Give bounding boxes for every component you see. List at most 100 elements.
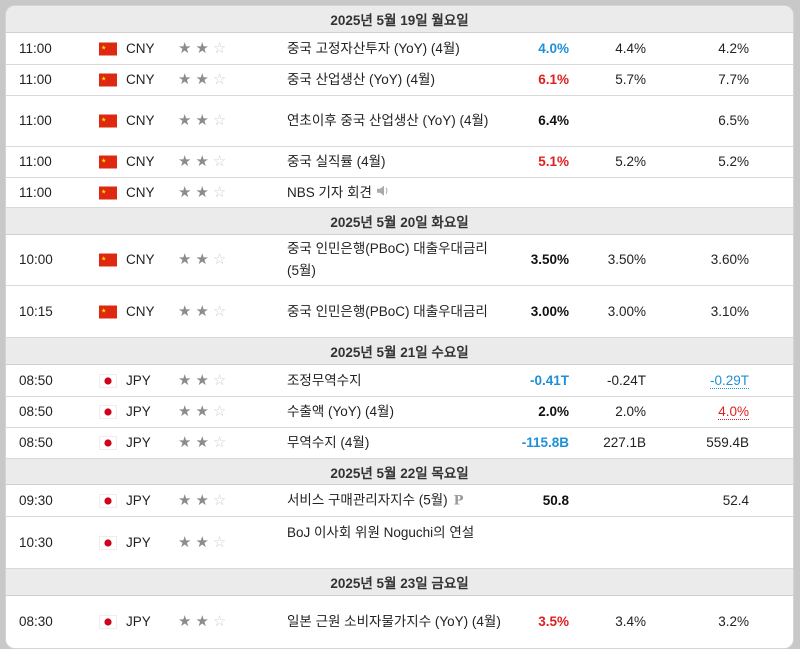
event-row[interactable]: 11:00 ★ CNY ★★☆ 중국 실직률 (4월) 5.1% 5.2% 5.… bbox=[6, 147, 793, 178]
event-forecast: 2.0% bbox=[615, 404, 646, 419]
event-actual: -115.8B bbox=[521, 435, 569, 450]
importance-stars-icon: ★★☆ bbox=[178, 112, 231, 129]
event-title-wrap[interactable]: NBS 기자 회견 bbox=[287, 181, 502, 203]
event-title[interactable]: 일본 근원 소비자물가지수 (YoY) (4월) bbox=[287, 614, 501, 629]
event-title[interactable]: 중국 실직률 (4월) bbox=[287, 154, 386, 169]
event-previous: -0.29T bbox=[666, 370, 749, 392]
event-row[interactable]: 11:00 ★ CNY ★★☆ NBS 기자 회견 bbox=[6, 178, 793, 208]
china-flag-icon: ★ bbox=[99, 253, 117, 267]
event-forecast: 3.4% bbox=[615, 614, 646, 629]
event-row[interactable]: 08:30 JPY ★★☆ 일본 근원 소비자물가지수 (YoY) (4월) 3… bbox=[6, 596, 793, 648]
event-title[interactable]: BoJ 이사회 위원 Noguchi의 연설 bbox=[287, 525, 475, 540]
importance-stars-icon: ★★☆ bbox=[178, 491, 231, 509]
event-time: 10:30 bbox=[19, 534, 53, 550]
event-title[interactable]: 조정무역수지 bbox=[287, 372, 362, 388]
event-title[interactable]: NBS 기자 회견 bbox=[287, 184, 372, 200]
event-time: 11:00 bbox=[19, 40, 52, 56]
event-time: 08:50 bbox=[19, 372, 53, 388]
event-forecast: 5.7% bbox=[615, 72, 646, 87]
event-currency: CNY bbox=[126, 252, 155, 267]
importance-stars-icon: ★★☆ bbox=[178, 613, 231, 630]
event-previous: 4.2% bbox=[718, 40, 749, 56]
svg-text:★: ★ bbox=[101, 188, 106, 195]
event-row[interactable]: 08:50 JPY ★★☆ 조정무역수지 -0.41T -0.24T -0.29… bbox=[6, 365, 793, 397]
svg-text:★: ★ bbox=[101, 44, 106, 51]
event-currency: CNY bbox=[126, 40, 155, 56]
day-header: 2025년 5월 20일 화요일 bbox=[6, 208, 793, 235]
event-previous: 52.4 bbox=[722, 492, 749, 508]
event-currency: JPY bbox=[126, 404, 151, 419]
event-time: 10:00 bbox=[19, 252, 53, 267]
event-row[interactable]: 11:00 ★ CNY ★★☆ 중국 고정자산투자 (YoY) (4월) 4.0… bbox=[6, 33, 793, 65]
event-time: 11:00 bbox=[19, 72, 52, 87]
japan-flag-icon bbox=[99, 436, 117, 450]
china-flag-icon: ★ bbox=[99, 305, 117, 318]
event-forecast: 5.2% bbox=[615, 154, 646, 169]
event-forecast: 4.4% bbox=[615, 40, 646, 56]
event-title[interactable]: 연초이후 중국 산업생산 (YoY) (4월) bbox=[287, 113, 489, 128]
event-forecast: 3.50% bbox=[607, 252, 646, 267]
svg-text:★: ★ bbox=[101, 76, 106, 83]
event-previous: 3.2% bbox=[718, 614, 749, 629]
event-currency: CNY bbox=[126, 72, 155, 87]
event-previous: 3.10% bbox=[710, 303, 749, 319]
svg-text:★: ★ bbox=[101, 256, 106, 263]
importance-stars-icon: ★★☆ bbox=[178, 39, 231, 57]
event-actual: 3.50% bbox=[530, 252, 569, 267]
event-previous: 6.5% bbox=[718, 113, 749, 128]
event-row[interactable]: 11:00 ★ CNY ★★☆ 연초이후 중국 산업생산 (YoY) (4월) … bbox=[6, 96, 793, 147]
china-flag-icon: ★ bbox=[99, 155, 117, 169]
day-header: 2025년 5월 21일 수요일 bbox=[6, 338, 793, 365]
event-time: 08:30 bbox=[19, 614, 53, 629]
event-actual: 3.5% bbox=[538, 614, 569, 629]
speaker-icon[interactable] bbox=[376, 182, 390, 204]
event-forecast: 227.1B bbox=[603, 435, 646, 450]
event-currency: JPY bbox=[126, 372, 151, 388]
event-previous: 7.7% bbox=[718, 72, 749, 87]
event-time: 09:30 bbox=[19, 492, 53, 508]
event-forecast: -0.24T bbox=[606, 372, 646, 388]
event-row[interactable]: 11:00 ★ CNY ★★☆ 중국 산업생산 (YoY) (4월) 6.1% … bbox=[6, 65, 793, 96]
event-title-wrap[interactable]: 서비스 구매관리자지수 (5월) P bbox=[287, 489, 502, 512]
event-actual: 5.1% bbox=[538, 154, 569, 169]
svg-text:★: ★ bbox=[101, 307, 106, 314]
event-title[interactable]: 무역수지 (4월) bbox=[287, 435, 370, 450]
event-actual: 3.00% bbox=[530, 303, 569, 319]
event-row[interactable]: 08:50 JPY ★★☆ 무역수지 (4월) -115.8B 227.1B 5… bbox=[6, 428, 793, 459]
event-row[interactable]: 10:00 ★ CNY ★★☆ 중국 인민은행(PBoC) 대출우대금리 (5월… bbox=[6, 235, 793, 286]
japan-flag-icon bbox=[99, 374, 117, 387]
event-title[interactable]: 수출액 (YoY) (4월) bbox=[287, 404, 394, 419]
japan-flag-icon bbox=[99, 405, 117, 419]
event-actual: 2.0% bbox=[538, 404, 569, 419]
event-previous: 559.4B bbox=[706, 435, 749, 450]
event-time: 10:15 bbox=[19, 303, 53, 319]
event-currency: CNY bbox=[126, 113, 155, 128]
event-previous: 5.2% bbox=[718, 154, 749, 169]
event-title[interactable]: 중국 고정자산투자 (YoY) (4월) bbox=[287, 40, 460, 56]
event-actual: 50.8 bbox=[542, 492, 569, 508]
revised-previous[interactable]: -0.29T bbox=[709, 372, 749, 389]
day-label: 2025년 5월 20일 화요일 bbox=[330, 215, 469, 230]
event-currency: CNY bbox=[126, 154, 155, 169]
event-title[interactable]: 중국 인민은행(PBoC) 대출우대금리 bbox=[287, 303, 488, 319]
event-time: 11:00 bbox=[19, 184, 52, 200]
day-header: 2025년 5월 19일 월요일 bbox=[6, 6, 793, 33]
event-time: 11:00 bbox=[19, 154, 52, 169]
event-currency: JPY bbox=[126, 614, 151, 629]
event-row[interactable]: 10:30 JPY ★★☆ BoJ 이사회 위원 Noguchi의 연설 bbox=[6, 517, 793, 569]
event-row[interactable]: 09:30 JPY ★★☆ 서비스 구매관리자지수 (5월) P 50.8 52.… bbox=[6, 485, 793, 517]
event-title[interactable]: 중국 산업생산 (YoY) (4월) bbox=[287, 72, 435, 87]
event-previous: 4.0% bbox=[666, 401, 749, 423]
china-flag-icon: ★ bbox=[99, 186, 117, 199]
event-title[interactable]: 서비스 구매관리자지수 (5월) bbox=[287, 492, 448, 507]
importance-stars-icon: ★★☆ bbox=[178, 434, 231, 451]
event-row[interactable]: 08:50 JPY ★★☆ 수출액 (YoY) (4월) 2.0% 2.0% 4… bbox=[6, 397, 793, 428]
japan-flag-icon bbox=[99, 494, 117, 507]
importance-stars-icon: ★★☆ bbox=[178, 251, 231, 268]
china-flag-icon: ★ bbox=[99, 42, 117, 55]
event-row[interactable]: 10:15 ★ CNY ★★☆ 중국 인민은행(PBoC) 대출우대금리 3.0… bbox=[6, 286, 793, 338]
china-flag-icon: ★ bbox=[99, 73, 117, 87]
revised-previous[interactable]: 4.0% bbox=[718, 404, 749, 420]
day-label: 2025년 5월 23일 금요일 bbox=[330, 576, 469, 591]
event-title[interactable]: 중국 인민은행(PBoC) 대출우대금리 (5월) bbox=[287, 241, 488, 278]
